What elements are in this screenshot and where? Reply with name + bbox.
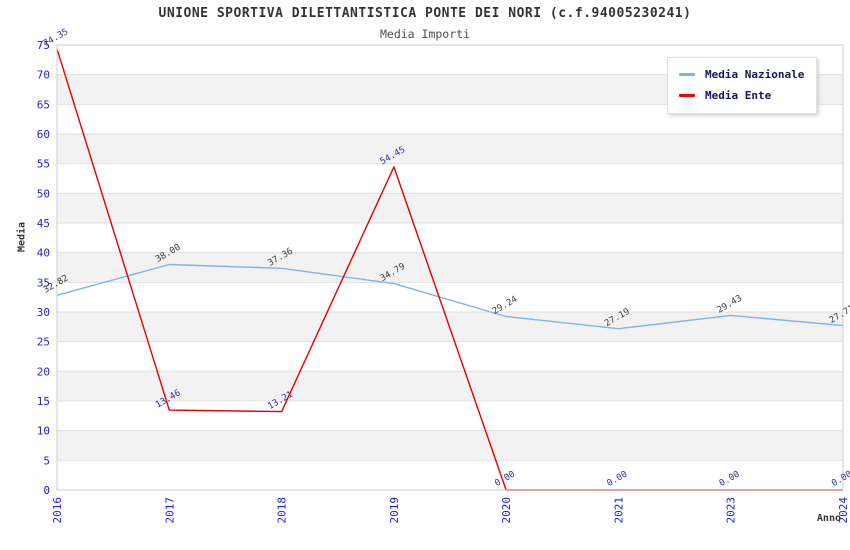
y-tick-label: 30 (37, 306, 50, 319)
y-tick-label: 50 (37, 187, 50, 200)
x-tick-label: 2016 (51, 497, 64, 524)
y-tick-label: 75 (37, 39, 50, 52)
y-tick-label: 45 (37, 217, 50, 230)
y-tick-label: 5 (43, 454, 50, 467)
y-tick-label: 40 (37, 247, 50, 260)
x-tick-label: 2021 (612, 497, 625, 524)
y-tick-label: 35 (37, 276, 50, 289)
background-band (57, 134, 843, 164)
legend-label-media-nazionale: Media Nazionale (705, 68, 805, 81)
x-tick-label: 2019 (388, 497, 401, 524)
y-tick-label: 20 (37, 365, 50, 378)
y-tick-label: 0 (43, 484, 50, 497)
data-label-media-ente: 0.00 (606, 470, 630, 490)
plot-border (56, 44, 844, 491)
y-tick-label: 70 (37, 69, 50, 82)
x-tick-label: 2018 (276, 497, 289, 524)
background-band (57, 193, 843, 223)
x-tick-label: 2023 (725, 497, 738, 524)
x-tick-label: 2020 (500, 497, 513, 524)
x-axis-title: Anno (816, 513, 841, 524)
legend-swatch-media-ente-icon (679, 94, 695, 97)
background-band (57, 430, 843, 461)
y-axis-title: Media (16, 221, 28, 253)
legend-label-media-ente: Media Ente (705, 89, 772, 102)
background-band (57, 371, 843, 401)
x-tick-label: 2024 (837, 497, 850, 524)
legend: Media Nazionale Media Ente (667, 57, 818, 114)
legend-item-media-ente[interactable]: Media Ente (679, 85, 804, 106)
series-line-media-nazionale (56, 263, 844, 330)
data-label-media-ente: 0.00 (830, 470, 850, 490)
chart-title: UNIONE SPORTIVA DILETTANTISTICA PONTE DE… (158, 6, 692, 21)
y-tick-label: 60 (37, 128, 50, 141)
data-label-media-ente: 74.35 (42, 27, 70, 49)
y-tick-label: 55 (37, 158, 50, 171)
legend-swatch-media-nazionale-icon (679, 73, 695, 76)
y-tick-label: 65 (37, 98, 50, 111)
legend-item-media-nazionale[interactable]: Media Nazionale (679, 64, 804, 85)
data-label-media-ente: 0.00 (718, 470, 742, 490)
y-tick-label: 10 (37, 425, 50, 438)
chart-subtitle: Media Importi (379, 27, 470, 41)
y-tick-label: 15 (37, 395, 50, 408)
x-tick-label: 2017 (163, 497, 176, 524)
y-tick-label: 25 (37, 336, 50, 349)
background-band (57, 252, 843, 283)
